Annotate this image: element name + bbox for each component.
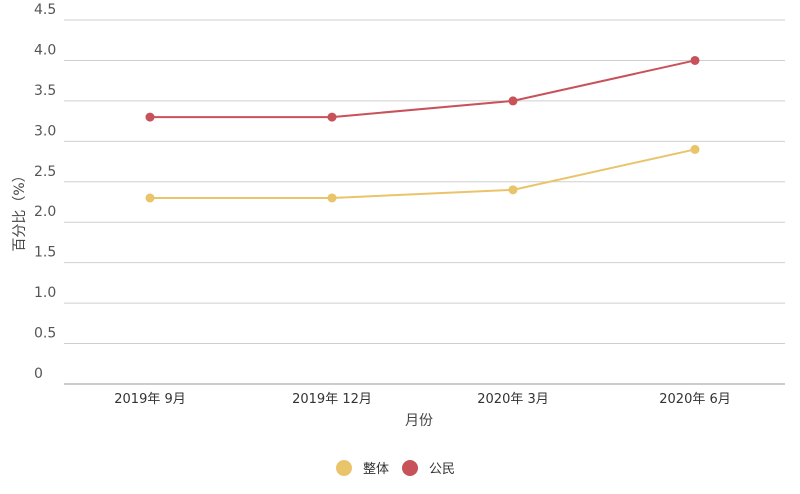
y-tick-label: 4.5 (34, 2, 56, 18)
data-point[interactable] (508, 185, 518, 195)
x-tick-labels: 2019年 9月 2019年 12月 2020年 3月 2020年 6月 (114, 392, 731, 407)
x-axis-title: 月份 (405, 413, 433, 429)
legend-label[interactable]: 整体 (363, 462, 389, 477)
series-line-1 (150, 59, 696, 119)
data-point[interactable] (327, 112, 337, 122)
series-lines (150, 59, 696, 199)
data-points (145, 55, 700, 203)
gridlines (64, 19, 785, 385)
y-tick-label: 2.0 (34, 204, 56, 220)
y-tick-label: 4.0 (34, 42, 56, 58)
x-tick-label: 2020年 6月 (659, 392, 731, 407)
data-point[interactable] (145, 193, 155, 203)
y-tick-label: 3.5 (34, 83, 56, 99)
x-tick-label: 2019年 9月 (114, 392, 186, 407)
y-tick-label: 1.0 (34, 285, 56, 301)
data-point[interactable] (690, 55, 700, 65)
x-tick-label: 2019年 12月 (292, 392, 372, 407)
y-tick-label: 0 (34, 366, 43, 382)
series-line-0 (150, 148, 696, 199)
legend-label[interactable]: 公民 (429, 462, 455, 477)
data-point[interactable] (145, 112, 155, 122)
x-tick-label: 2020年 3月 (477, 392, 549, 407)
y-axis-title: 百分比（%） (12, 168, 28, 251)
data-point[interactable] (690, 144, 700, 154)
data-point[interactable] (508, 96, 518, 106)
legend-marker[interactable] (336, 460, 352, 476)
y-tick-labels: 0 0.5 1.0 1.5 2.0 2.5 3.0 3.5 4.0 4.5 (34, 2, 56, 382)
legend: 整体 公民 (336, 460, 455, 477)
legend-marker[interactable] (402, 460, 418, 476)
y-tick-label: 1.5 (34, 245, 56, 261)
y-tick-label: 2.5 (34, 164, 56, 180)
y-tick-label: 3.0 (34, 123, 56, 139)
data-point[interactable] (327, 193, 337, 203)
y-tick-label: 0.5 (34, 326, 56, 342)
